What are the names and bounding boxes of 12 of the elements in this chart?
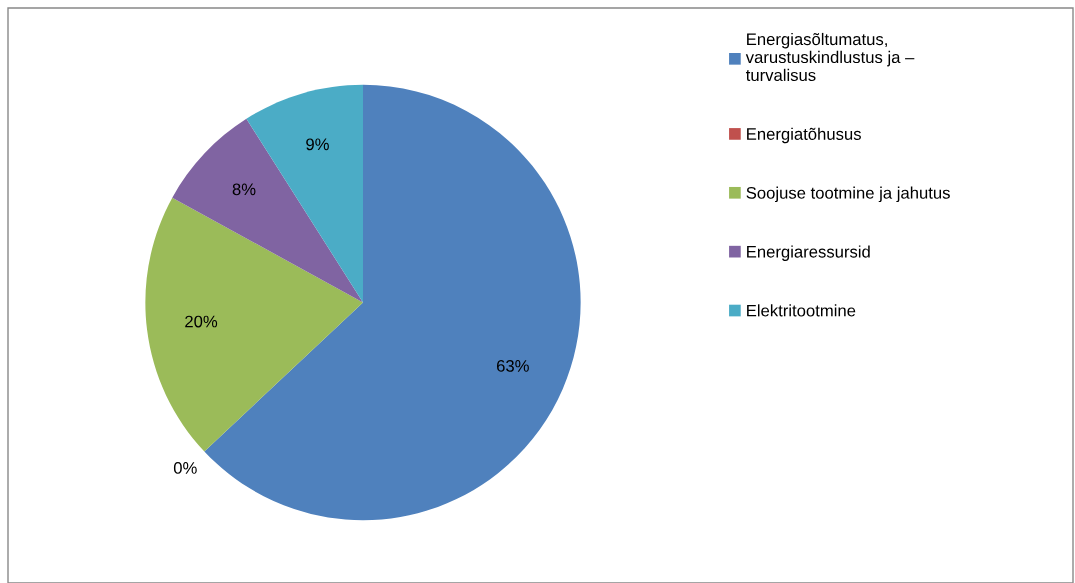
- text: 0%: [173, 462, 197, 474]
- legend-label: Energiaressursid: [747, 245, 870, 261]
- data-label: 9%: [306, 138, 329, 151]
- legend-label: Energiasõltumatus, varustuskindlustus ja – turvalisus: [745, 32, 915, 82]
- pie-slice: [172, 118, 363, 303]
- legend-label: Elektritootmine: [747, 304, 856, 317]
- pie-slice: [145, 197, 363, 452]
- data-label: 63%: [496, 360, 529, 372]
- data-label: 20%: [185, 315, 218, 328]
- legend-label: Soojuse tootmine ja jahutus: [746, 186, 950, 203]
- data-label: 8%: [232, 183, 256, 196]
- legend-label: Energiatõhusus: [747, 127, 861, 144]
